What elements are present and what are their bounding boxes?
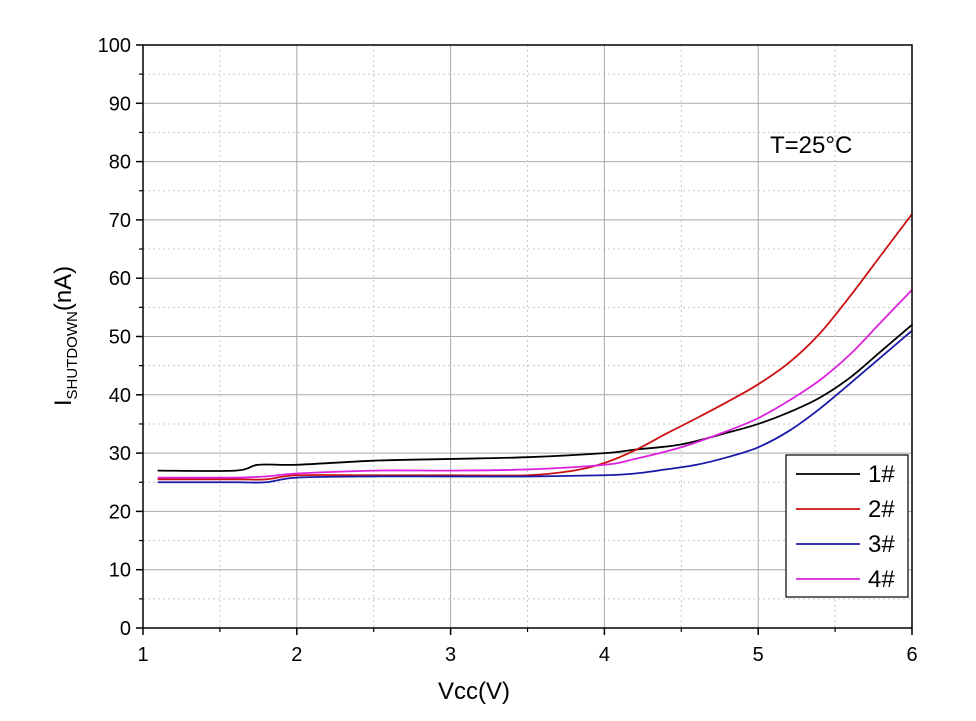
legend-label-4: 4# [868, 566, 895, 593]
legend-label-1: 1# [868, 461, 895, 488]
y-tick-label: 50 [109, 327, 131, 349]
legend-box [785, 454, 909, 598]
data-series [157, 213, 913, 484]
series-line-3 [157, 329, 913, 484]
temperature-annotation: T=25°C [770, 132, 852, 159]
x-tick-label: 5 [753, 644, 764, 666]
x-tick-label: 2 [291, 644, 302, 666]
y-tick-label: 70 [109, 210, 131, 232]
y-tick-label: 30 [109, 443, 131, 465]
grid-lines [143, 45, 912, 628]
y-tick-label: 60 [109, 268, 131, 290]
y-tick-label: 20 [109, 501, 131, 523]
y-tick-label: 0 [120, 618, 131, 640]
x-tick-label: 4 [599, 644, 610, 666]
legend-label-3: 3# [868, 531, 895, 558]
y-tick-label: 100 [98, 35, 131, 57]
legend: 1# 2# 3# 4# [785, 454, 909, 598]
y-tick-labels: 0 10 20 30 40 50 60 70 80 90 100 [98, 35, 131, 640]
y-axis-title-main: I [50, 400, 77, 407]
x-tick-label: 1 [137, 644, 148, 666]
legend-label-2: 2# [868, 496, 895, 523]
y-axis-title-unit: (nA) [50, 266, 77, 311]
series-line-2 [157, 213, 913, 481]
y-tick-label: 80 [109, 152, 131, 174]
y-tick-label: 10 [109, 560, 131, 582]
series-line-1 [157, 323, 913, 472]
y-axis-title-subscript: SHUTDOWN [64, 311, 81, 399]
y-tick-label: 40 [109, 385, 131, 407]
series-line-4 [157, 288, 913, 479]
x-axis-title: Vcc(V) [438, 678, 510, 705]
axis-ticks [136, 44, 913, 635]
x-tick-labels: 1 2 3 4 5 6 [137, 644, 917, 666]
y-tick-label: 90 [109, 93, 131, 115]
y-axis-title: ISHUTDOWN(nA) [50, 266, 81, 406]
x-tick-label: 3 [445, 644, 456, 666]
x-tick-label: 6 [906, 644, 917, 666]
